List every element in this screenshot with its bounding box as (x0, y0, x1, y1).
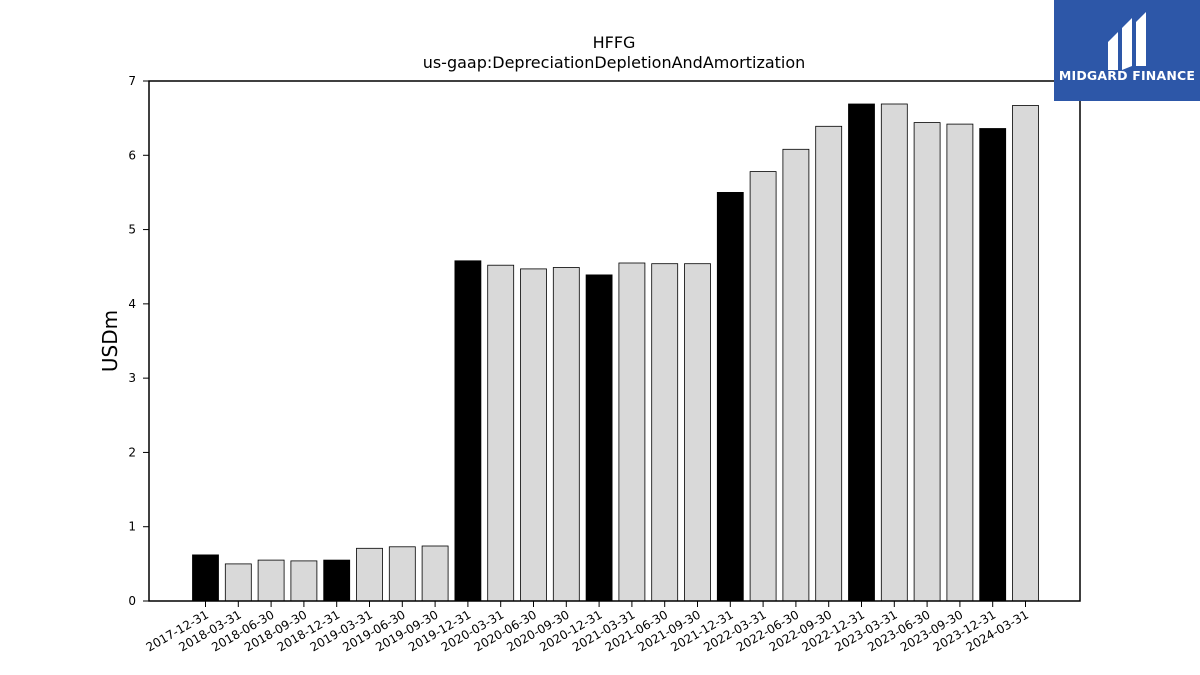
bar-2023-06-30 (913, 122, 941, 602)
bar-2022-06-30 (782, 148, 810, 602)
bar-2020-06-30 (520, 268, 547, 602)
bar-2018-06-30 (257, 559, 285, 602)
bars-group (192, 103, 1039, 602)
x-axis: 2017-12-312018-03-312018-06-302018-09-30… (144, 601, 1031, 654)
bar-2019-06-30 (388, 546, 416, 602)
y-tick-label: 4 (128, 297, 136, 311)
y-tick-label: 3 (128, 371, 136, 385)
bar-2020-09-30 (552, 267, 580, 602)
bar-2021-03-31 (618, 262, 646, 602)
logo-text: MIDGARD FINANCE (1058, 68, 1196, 83)
bar-2019-03-31 (356, 547, 383, 602)
bar-2023-09-30 (946, 123, 974, 602)
plot-frame (148, 80, 1081, 602)
bar-2022-03-31 (749, 171, 777, 602)
y-tick-label: 7 (128, 74, 136, 88)
midgard-logo-icon (1108, 12, 1146, 70)
bar-2019-09-30 (421, 545, 449, 602)
bar-2018-09-30 (290, 560, 318, 602)
bar-2019-12-31 (454, 260, 482, 602)
y-axis-label: USDm (98, 310, 122, 372)
y-tick-label: 0 (128, 594, 136, 608)
y-tick-label: 1 (128, 520, 136, 534)
bar-2023-03-31 (880, 103, 908, 602)
bar-2020-03-31 (487, 264, 515, 602)
bar-2023-12-31 (979, 128, 1007, 602)
bar-2022-09-30 (815, 125, 843, 602)
y-tick-label: 5 (128, 223, 136, 237)
bar-2020-12-31 (585, 274, 613, 602)
y-axis: 0 1 2 3 4 5 6 7 (128, 74, 149, 608)
y-tick-label: 6 (128, 148, 136, 162)
chart-title: HFFG (593, 33, 636, 52)
bar-2018-12-31 (323, 559, 351, 602)
bar-2022-12-31 (848, 103, 875, 602)
bar-2017-12-31 (192, 554, 219, 602)
bar-2018-03-31 (224, 563, 252, 602)
midgard-finance-logo: MIDGARD FINANCE (1054, 0, 1200, 101)
bar-2021-12-31 (716, 191, 744, 602)
bar-2021-09-30 (684, 263, 711, 602)
y-tick-label: 2 (128, 445, 136, 459)
bar-2021-06-30 (651, 263, 679, 602)
chart-subtitle: us-gaap:DepreciationDepletionAndAmortiza… (423, 53, 806, 72)
bar-2024-03-31 (1012, 105, 1039, 602)
